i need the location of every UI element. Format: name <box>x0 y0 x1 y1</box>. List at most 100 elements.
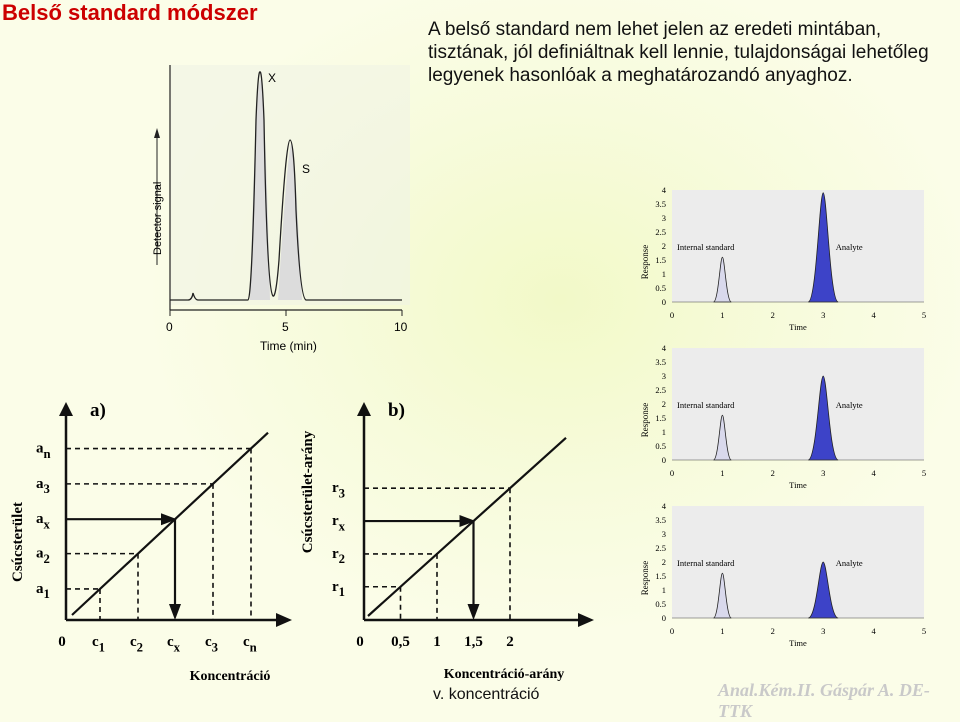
y-tick-label: 4 <box>662 501 667 511</box>
x-label-c2: c2 <box>130 634 143 654</box>
x-axis-arrow <box>578 613 594 627</box>
ax-arrowhead <box>161 513 177 526</box>
x-tick-label: 4 <box>871 468 876 478</box>
calibration-plot-a: a) 0 a1 a2 ax a3 an c1 c2 cx c3 cn Csúcsterület Konce… <box>10 400 292 684</box>
y-tick-label: 0 <box>662 455 666 465</box>
chromatogram-trace <box>170 71 402 301</box>
x-axis-label: Time <box>789 638 807 648</box>
x-axis-arrow <box>276 613 292 627</box>
y-label-an: an <box>36 441 51 461</box>
internal-standard-label: Internal standard <box>677 242 735 252</box>
x-tick-label: 1 <box>720 310 724 320</box>
analyte-peak <box>807 192 839 303</box>
analyte-label: Analyte <box>836 400 863 410</box>
y-tick-label: 0.5 <box>655 283 666 293</box>
y-label-r2: r2 <box>332 546 345 566</box>
chromatogram-ylabel: Detector signal <box>152 182 164 255</box>
x-label-c3: c3 <box>205 634 218 654</box>
slide-title: Belső standard módszer <box>2 0 258 25</box>
internal-standard-peak <box>713 572 732 619</box>
y-tick-label: 3 <box>662 529 666 539</box>
tick-label-10: 10 <box>394 320 408 334</box>
x-tick-label: 5 <box>922 310 926 320</box>
y-label-r3: r3 <box>332 480 345 500</box>
y-tick-label: 3.5 <box>655 515 666 525</box>
intro-text: A belső standard nem lehet jelen az ered… <box>428 19 929 86</box>
panel-bg <box>672 190 924 302</box>
x-tick-label: 4 <box>871 310 876 320</box>
chromatogram-figure: Detector signal X S 0 5 10 Time (min) <box>152 65 410 353</box>
peak-x-shade <box>250 79 270 300</box>
y-tick-label: 1 <box>662 427 666 437</box>
panel-bg <box>672 506 924 618</box>
panel-bg <box>672 348 924 460</box>
calibration-plot-b: b) 0 0,5 1 1,5 2 r1 r2 rx r3 Csúcsterület-arány Kon… <box>300 400 594 682</box>
y-axis-arrow <box>357 402 371 416</box>
x-tick-label: 1,5 <box>464 634 483 650</box>
y-label-a2: a2 <box>36 546 50 566</box>
y-label-r1: r1 <box>332 579 345 599</box>
internal-standard-peak <box>713 256 732 303</box>
y-tick-label: 1 <box>662 585 666 595</box>
y-axis-label: Response <box>640 245 650 280</box>
y-tick-label: 2 <box>662 399 666 409</box>
x-tick-label: 3 <box>821 310 825 320</box>
tick-label-0: 0 <box>166 320 173 334</box>
x-tick-label: 0 <box>670 310 674 320</box>
y-tick-label: 2 <box>662 241 666 251</box>
y-tick-label: 2.5 <box>655 385 666 395</box>
analyte-peak <box>807 375 839 461</box>
x-axis-title: Koncentráció-arány <box>444 667 565 682</box>
y-tick-label: 1 <box>662 269 666 279</box>
y-tick-label: 0 <box>662 613 666 623</box>
internal-standard-label: Internal standard <box>677 400 735 410</box>
panel-label: a) <box>90 400 106 421</box>
x-axis-label: Time <box>789 480 807 490</box>
x-axis-title: Koncentráció <box>190 669 271 684</box>
y-axis-arrow <box>59 402 73 416</box>
y-tick-label: 1.5 <box>655 413 666 423</box>
y-tick-label: 2.5 <box>655 227 666 237</box>
y-axis-label: Response <box>640 561 650 596</box>
y-tick-label: 3.5 <box>655 199 666 209</box>
y-label-a1: a1 <box>36 581 50 601</box>
origin-label: 0 <box>58 634 66 650</box>
y-tick-label: 3 <box>662 371 666 381</box>
y-axis-label: Response <box>640 403 650 438</box>
ratio-arrowhead <box>467 604 480 620</box>
x-tick-label: 2 <box>506 634 514 650</box>
y-tick-label: 1.5 <box>655 571 666 581</box>
peak-s-shade <box>278 141 302 300</box>
y-label-ax: ax <box>36 511 51 531</box>
y-tick-label: 2.5 <box>655 543 666 553</box>
y-tick-label: 0 <box>662 297 666 307</box>
y-axis-title: Csúcsterület <box>10 502 26 582</box>
x-tick-label: 1 <box>720 626 724 636</box>
y-label-a3: a3 <box>36 476 50 496</box>
x-tick-label: 0 <box>670 468 674 478</box>
origin-label: 0 <box>356 634 364 650</box>
peak-x-label: X <box>268 71 276 85</box>
chromatogram-xlabel: Time (min) <box>260 339 317 353</box>
x-label-cx: cx <box>167 634 181 654</box>
x-axis-label: Time <box>789 322 807 332</box>
small-chromatograms: 0 0.5 1 1.5 2 2.5 3 3.5 4 0 1 2 3 4 5 Time Response Inter… <box>640 185 926 648</box>
ylabel-arrowhead <box>154 128 160 138</box>
x-tick-label: 4 <box>871 626 876 636</box>
y-label-rx: rx <box>332 513 346 533</box>
internal-standard-label: Internal standard <box>677 558 735 568</box>
x-tick-label: 5 <box>922 626 926 636</box>
x-tick-label: 2 <box>771 626 775 636</box>
y-tick-label: 3.5 <box>655 357 666 367</box>
calibration-line <box>71 431 269 616</box>
y-tick-label: 1.5 <box>655 255 666 265</box>
panel-label: b) <box>388 400 405 421</box>
x-label-cn: cn <box>243 634 257 654</box>
x-tick-label: 1 <box>720 468 724 478</box>
y-tick-label: 2 <box>662 557 666 567</box>
analyte-peak <box>807 561 839 619</box>
x-tick-label: 1 <box>433 634 441 650</box>
analyte-label: Analyte <box>836 558 863 568</box>
cx-arrowhead <box>169 604 181 620</box>
tick-label-5: 5 <box>282 320 289 334</box>
